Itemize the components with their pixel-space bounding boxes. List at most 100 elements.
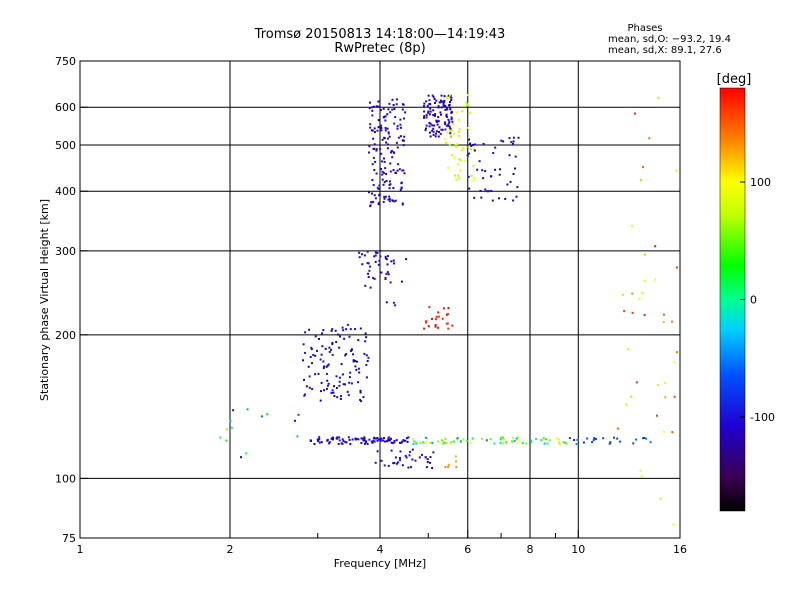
data-point: [542, 437, 545, 440]
data-point: [383, 181, 386, 184]
data-point: [362, 439, 365, 442]
data-point: [360, 442, 363, 444]
data-point: [449, 101, 451, 103]
data-point: [564, 442, 567, 444]
data-point: [425, 114, 428, 117]
data-point: [346, 323, 349, 326]
data-point: [450, 99, 453, 101]
data-point: [404, 454, 407, 457]
data-point: [373, 147, 376, 150]
data-point: [396, 125, 399, 128]
data-point: [423, 110, 426, 113]
data-point: [378, 193, 381, 196]
data-point: [349, 371, 352, 374]
data-point: [312, 354, 315, 356]
colorbar: [719, 87, 746, 512]
data-point: [318, 436, 321, 439]
data-point: [449, 108, 452, 111]
data-point: [310, 439, 312, 442]
data-point: [565, 442, 568, 445]
data-point: [404, 439, 407, 442]
data-point: [320, 390, 322, 393]
data-point: [375, 105, 378, 108]
data-point: [380, 459, 383, 462]
data-point: [442, 105, 445, 108]
data-point: [470, 145, 473, 147]
grid: [80, 61, 680, 538]
data-point: [459, 440, 462, 443]
data-point: [401, 169, 404, 172]
data-point: [376, 129, 379, 132]
data-point: [386, 440, 388, 443]
data-point: [381, 170, 384, 173]
data-point: [394, 456, 397, 459]
data-point: [397, 461, 400, 464]
data-point: [304, 331, 307, 334]
data-point: [377, 203, 380, 206]
data-point: [375, 172, 378, 175]
data-point: [308, 328, 311, 331]
data-point: [373, 169, 376, 171]
data-point: [441, 317, 444, 320]
data-point: [325, 372, 328, 375]
data-point: [403, 117, 405, 120]
data-point: [325, 387, 328, 390]
data-point: [423, 115, 426, 118]
data-point: [385, 180, 388, 182]
data-point: [230, 426, 233, 429]
data-point: [450, 116, 453, 119]
data-point: [388, 198, 391, 200]
data-point: [440, 113, 442, 116]
data-point: [385, 272, 388, 275]
data-point: [455, 111, 458, 114]
data-point: [340, 363, 343, 366]
x-tick-label: 1: [77, 543, 84, 556]
data-point: [317, 372, 320, 375]
data-point: [378, 201, 381, 204]
data-point: [373, 277, 376, 280]
data-point: [337, 443, 340, 445]
data-point: [345, 328, 348, 331]
data-point: [347, 436, 350, 439]
data-point: [462, 104, 465, 107]
data-point: [399, 135, 402, 138]
data-point: [384, 255, 387, 258]
data-point: [396, 146, 399, 149]
data-point: [400, 280, 403, 283]
data-point: [357, 367, 360, 370]
data-point: [502, 442, 505, 445]
y-tick-label: 75: [62, 532, 76, 545]
data-point: [449, 132, 452, 135]
data-point: [406, 440, 409, 443]
data-point: [402, 103, 405, 106]
data-point: [521, 442, 524, 444]
data-point: [380, 124, 382, 127]
data-point: [491, 199, 494, 202]
data-point: [429, 135, 432, 138]
data-point: [387, 108, 390, 111]
data-point: [372, 200, 375, 203]
data-point: [388, 187, 391, 190]
data-point: [442, 100, 445, 103]
data-point: [500, 139, 503, 142]
data-point: [370, 201, 373, 204]
x-tick-label: 6: [464, 543, 471, 556]
data-point: [334, 329, 337, 332]
stats-title: Phases: [627, 23, 662, 34]
data-point: [386, 143, 389, 146]
data-point: [456, 142, 459, 145]
data-point: [302, 343, 305, 346]
data-point: [341, 373, 344, 376]
data-point: [415, 442, 418, 445]
data-point: [450, 96, 453, 99]
data-point: [365, 336, 368, 339]
data-point: [461, 146, 464, 149]
data-point: [363, 352, 366, 355]
data-point: [387, 464, 390, 467]
data-point: [391, 98, 394, 101]
data-point: [354, 328, 357, 331]
data-point: [642, 166, 644, 169]
data-point: [428, 113, 431, 116]
data-point: [445, 141, 448, 144]
data-point: [341, 438, 344, 441]
